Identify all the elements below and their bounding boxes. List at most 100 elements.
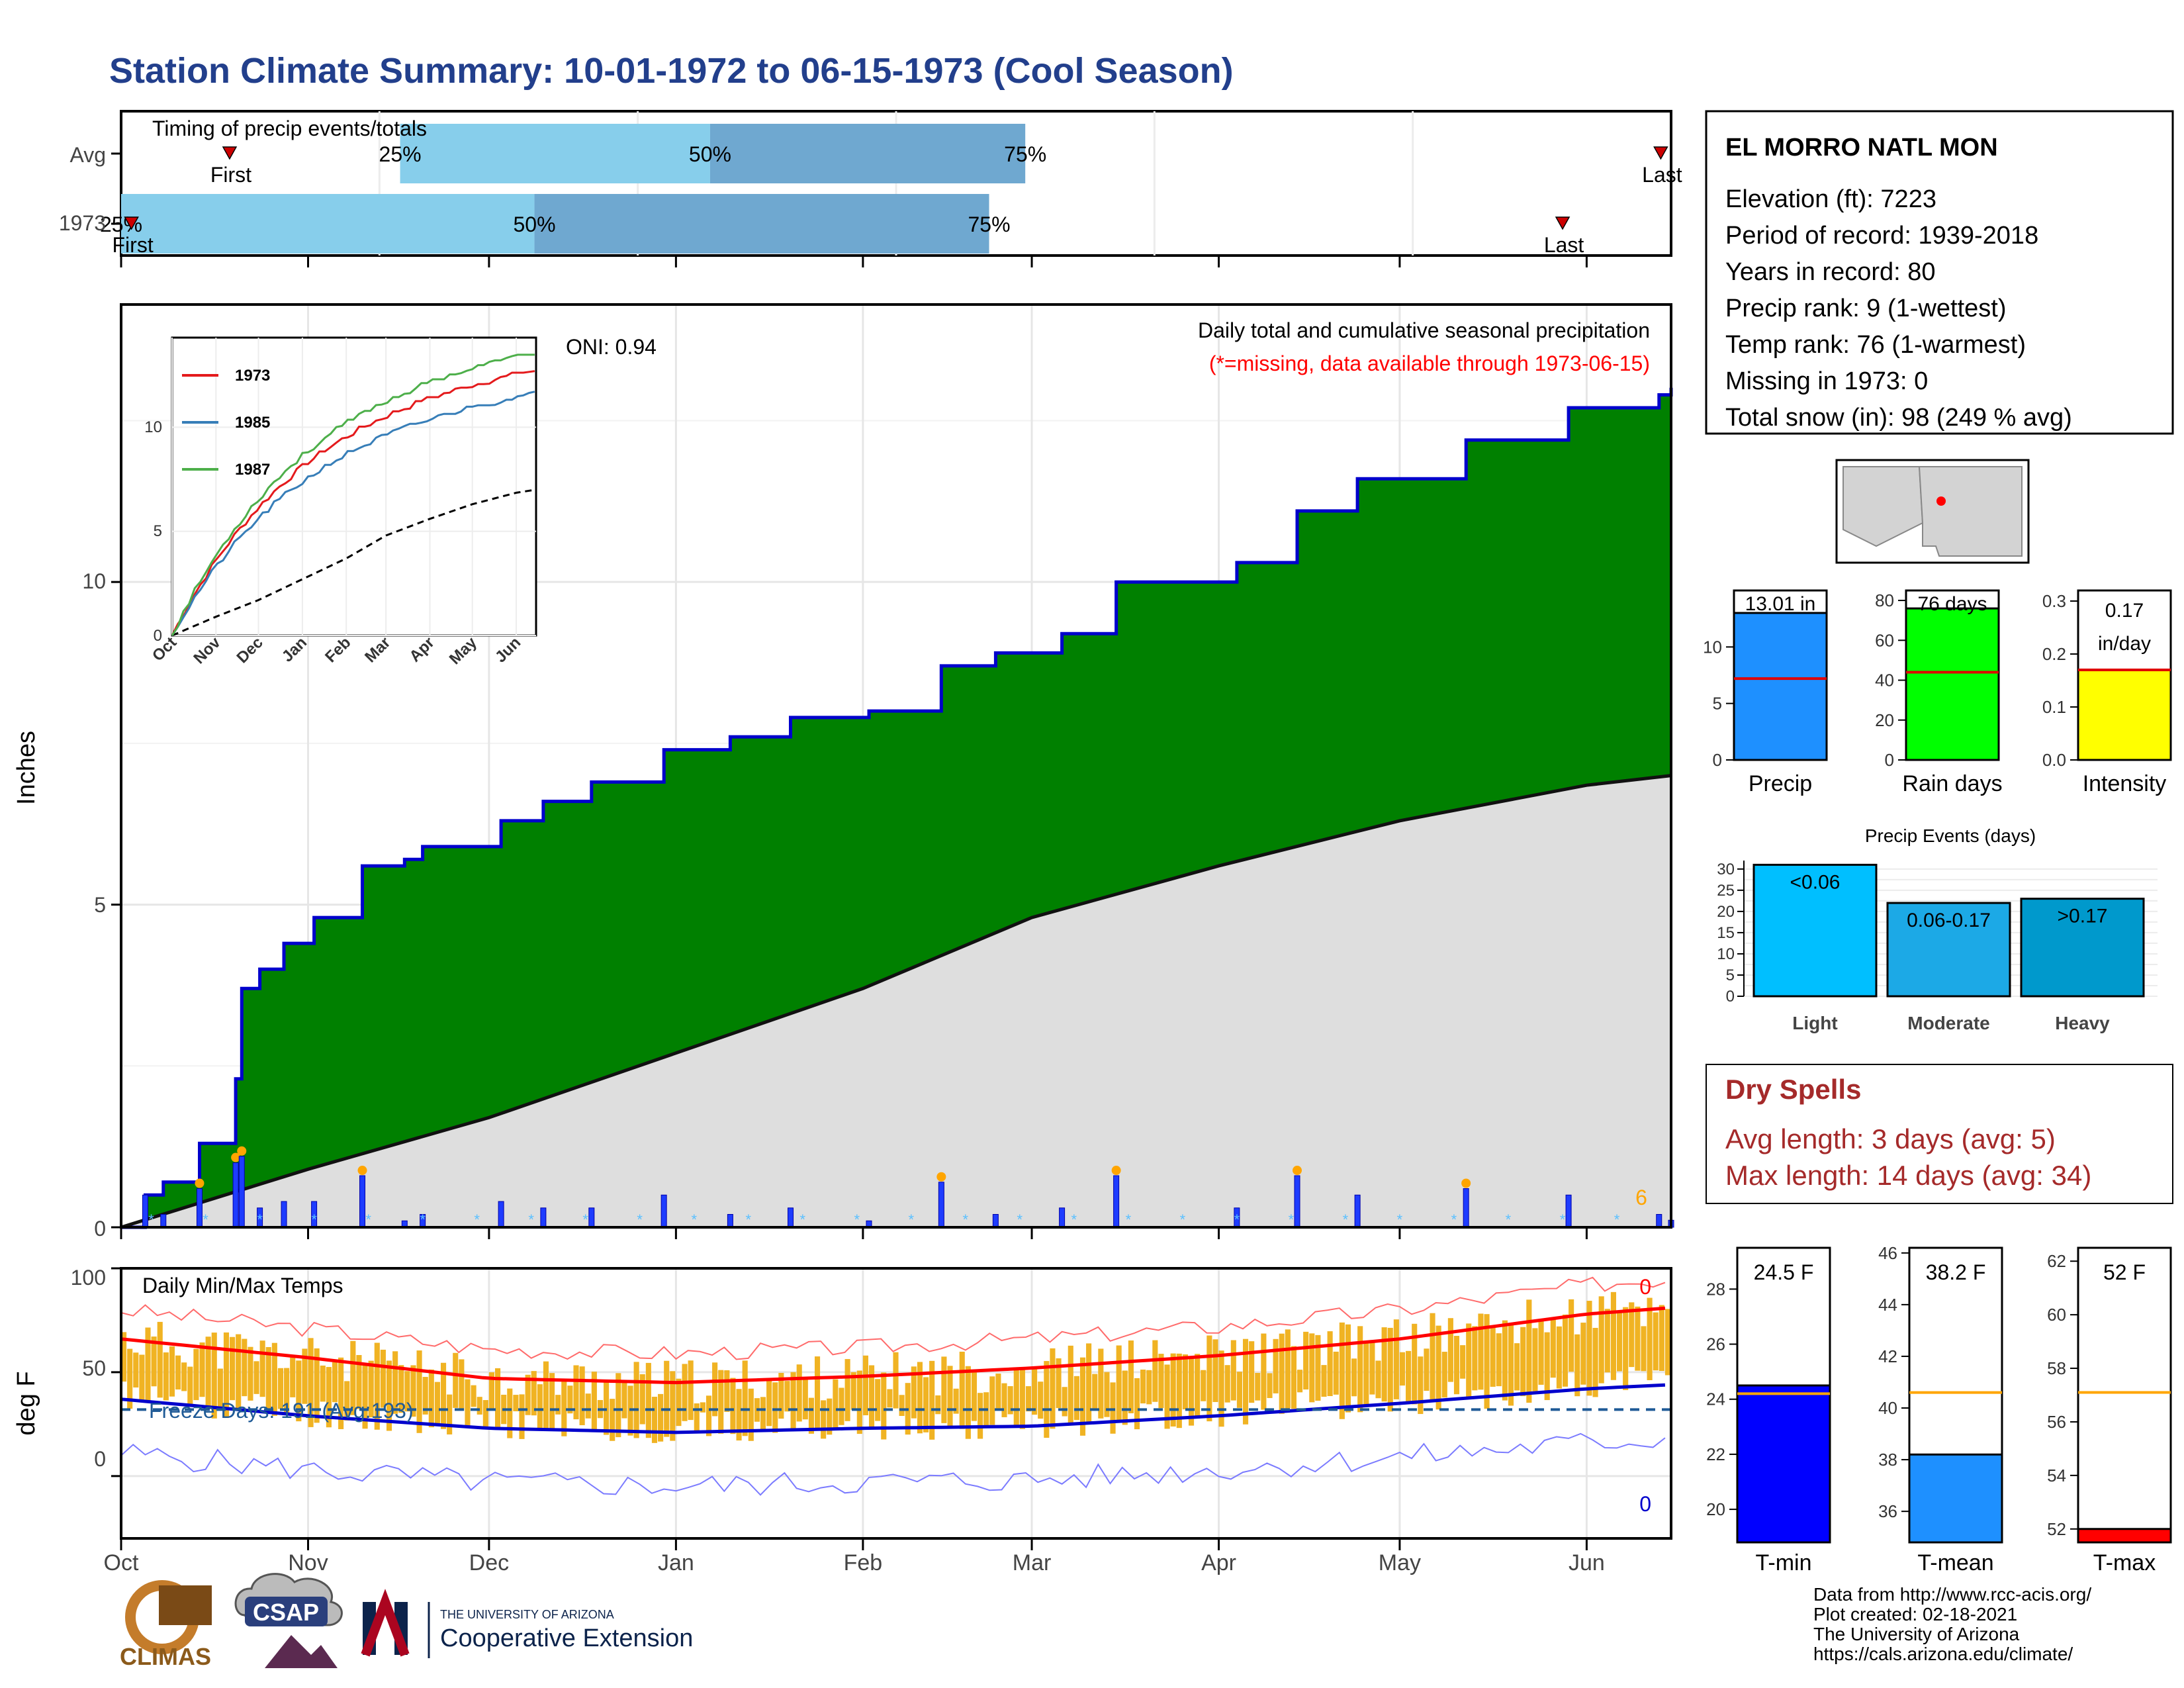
- daily-precip-bar: [540, 1207, 547, 1228]
- temp-summary-bars: 20 22 24 26 28 24.5 F T-min 36 38 40 42 44 46 38.2 F T…: [1706, 1243, 2172, 1575]
- timing-last-label-1973: Last: [1544, 233, 1584, 257]
- events-heavy-bar: [2020, 898, 2145, 998]
- avg-tmin-line: [120, 1383, 1666, 1434]
- daily-temp-bar: [1623, 1307, 1629, 1390]
- temperature-panel: Daily Min/Max Temps Freeze Days: 191 (Av…: [13, 1266, 1672, 1540]
- precip-count-label: 6: [1635, 1186, 1647, 1209]
- daily-temp-bar: [1056, 1358, 1062, 1409]
- trace-marker: *: [148, 1211, 154, 1228]
- temp-ytick-100: 100: [71, 1266, 106, 1289]
- timing-label: Timing of precip events/totals: [152, 117, 427, 140]
- daily-temp-bar: [724, 1370, 730, 1412]
- ua-big-text: Cooperative Extension: [440, 1624, 693, 1652]
- daily-temp-bar: [1424, 1348, 1430, 1391]
- daily-temp-bar: [1598, 1296, 1604, 1383]
- temp-ytick-50: 50: [82, 1356, 106, 1380]
- daily-temp-bar: [705, 1395, 712, 1436]
- timing-first-label-avg: First: [210, 163, 251, 187]
- inset-legend-1985: 1985: [235, 414, 270, 432]
- daily-temp-bar: [1466, 1323, 1472, 1399]
- average-cumulative-line: [120, 774, 1672, 1229]
- temp-summary-t-mean-tick-label: 38: [1878, 1450, 1897, 1470]
- daily-temp-bar: [537, 1384, 543, 1429]
- daily-temp-bar: [579, 1366, 585, 1425]
- timing-last-marker-1973: [1555, 216, 1570, 230]
- events-tick-label: 5: [1726, 966, 1735, 984]
- events-tick-label: 25: [1717, 882, 1735, 900]
- daily-temp-bar: [730, 1378, 736, 1434]
- daily-temp-bar: [694, 1403, 700, 1432]
- daily-temp-bar: [1249, 1341, 1255, 1403]
- daily-temp-bar: [1351, 1358, 1357, 1397]
- daily-temp-bar: [1170, 1353, 1176, 1427]
- events-tick-label: 10: [1717, 945, 1735, 963]
- freeze-days-label: Freeze Days: 191 (Avg:193): [149, 1399, 414, 1423]
- daily-temp-bar: [308, 1338, 314, 1427]
- temp-summary-t-mean-frame: [1908, 1246, 2003, 1544]
- daily-temp-bar: [447, 1394, 453, 1434]
- month-label-apr: Apr: [1201, 1550, 1236, 1575]
- daily-temp-bar: [1387, 1327, 1393, 1412]
- climas-logo: CLIMAS: [120, 1580, 212, 1670]
- summary-rain-days-tick-label: 20: [1875, 710, 1894, 730]
- daily-temp-bar: [1532, 1328, 1538, 1391]
- temp-content: [120, 1276, 1671, 1496]
- daily-temp-bar: [157, 1321, 163, 1398]
- month-label-mar: Mar: [1013, 1550, 1052, 1575]
- footer-line-university: The University of Arizona: [1813, 1624, 2020, 1644]
- daily-temp-bar: [1333, 1351, 1339, 1395]
- summary-precip-bar: [1733, 612, 1828, 761]
- daily-temp-bar: [995, 1374, 1001, 1409]
- temp-summary-t-max-label: T-max: [2093, 1550, 2156, 1575]
- trace-marker: *: [203, 1211, 208, 1228]
- climas-logo-shape: [159, 1585, 212, 1625]
- daily-temp-bar: [1544, 1332, 1550, 1401]
- daily-temp-bar: [899, 1395, 905, 1417]
- daily-temp-bar: [507, 1388, 513, 1438]
- daily-temp-bar: [959, 1351, 965, 1429]
- summary-rain-days-tick-label: 60: [1875, 630, 1894, 650]
- daily-precip-bar: [992, 1214, 999, 1228]
- temp-summary-t-max-value: 52 F: [2103, 1260, 2146, 1284]
- daily-temp-bar: [1019, 1369, 1025, 1429]
- daily-temp-bar: [790, 1372, 796, 1430]
- daily-temp-bar: [700, 1402, 705, 1413]
- month-label-nov: Nov: [288, 1550, 328, 1575]
- daily-temp-bar: [169, 1346, 175, 1397]
- precip-panel: * * * * * * * * * * * * * * * * * * * * * * * * * * * * Daily total…: [13, 303, 1674, 1241]
- temp-summary-t-mean-value: 38.2 F: [1926, 1260, 1986, 1284]
- daily-temp-bar: [1242, 1338, 1249, 1425]
- trace-marker: *: [963, 1211, 969, 1228]
- daily-temp-bar: [1664, 1309, 1670, 1376]
- events-tick-label: 30: [1717, 861, 1735, 878]
- daily-temp-bar: [410, 1365, 416, 1417]
- daily-precip-bar: [1463, 1188, 1469, 1228]
- trace-marker: *: [1397, 1211, 1403, 1228]
- summary-intensity-bar: [2077, 669, 2172, 761]
- record-tmin-line: [120, 1432, 1666, 1496]
- daily-temp-bar: [356, 1355, 362, 1409]
- daily-temp-bar: [1134, 1378, 1140, 1430]
- daily-temp-bar: [494, 1368, 501, 1430]
- daily-temp-bar: [1261, 1333, 1267, 1410]
- trace-marker: *: [474, 1211, 480, 1228]
- summary-intensity-tick-label: 0.1: [2042, 697, 2066, 717]
- heavy-event-marker: [1111, 1166, 1121, 1176]
- summary-rain-days-tick-label: 80: [1875, 590, 1894, 610]
- daily-temp-bar: [1025, 1386, 1032, 1412]
- ua-logo: THE UNIVERSITY OF ARIZONA Cooperative Ex…: [361, 1589, 693, 1658]
- daily-temp-bar: [1188, 1356, 1195, 1426]
- dry-spells-max: Max length: 14 days (avg: 34): [1725, 1160, 2091, 1191]
- temp-summary-t-min-tick-label: 24: [1706, 1389, 1725, 1409]
- daily-temp-bar: [1146, 1370, 1152, 1405]
- daily-temp-bar: [1629, 1302, 1635, 1368]
- summary-precip-label: Precip: [1749, 771, 1812, 796]
- daily-temp-bar: [1345, 1324, 1351, 1413]
- daily-temp-bar: [519, 1394, 525, 1439]
- footer-line-data: Data from http://www.rcc-acis.org/: [1813, 1584, 2091, 1605]
- timing-row-avg: Avg: [69, 143, 106, 167]
- events-tick-label: 20: [1717, 903, 1735, 921]
- trace-marker: *: [1560, 1211, 1566, 1228]
- daily-temp-bar: [271, 1342, 277, 1416]
- daily-temp-bar: [1110, 1382, 1116, 1434]
